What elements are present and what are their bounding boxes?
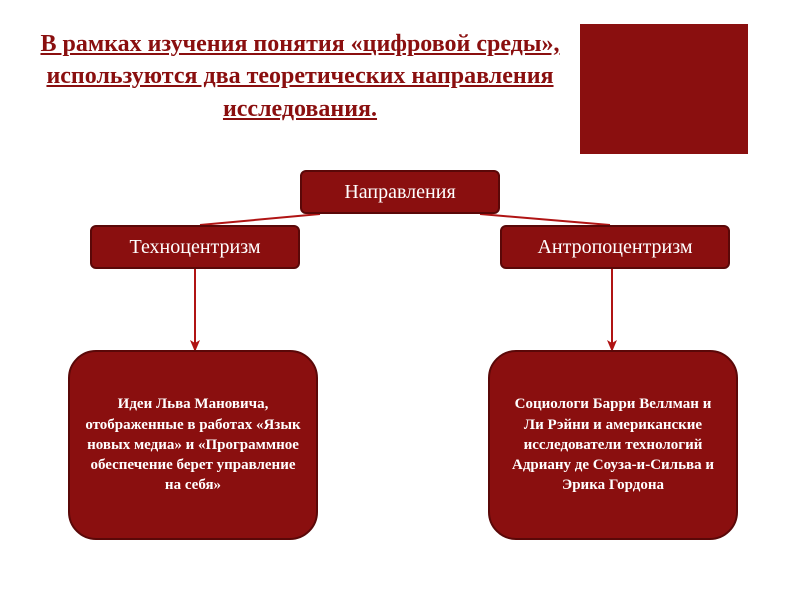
- node-anthropocentrism: Антропоцентризм: [500, 225, 730, 269]
- node-left-description: Идеи Льва Мановича, отображенные в работ…: [68, 350, 318, 540]
- decor-square: [580, 24, 748, 154]
- node-root-label: Направления: [344, 179, 455, 206]
- node-right-description: Социологи Барри Веллман и Ли Рэйни и аме…: [488, 350, 738, 540]
- edge: [200, 214, 320, 225]
- node-root: Направления: [300, 170, 500, 214]
- edge: [480, 214, 610, 225]
- page-title: В рамках изучения понятия «цифровой сред…: [30, 28, 570, 125]
- node-technocentrism-label: Техноцентризм: [129, 234, 260, 261]
- node-right-description-label: Социологи Барри Веллман и Ли Рэйни и аме…: [504, 394, 722, 495]
- node-left-description-label: Идеи Льва Мановича, отображенные в работ…: [84, 394, 302, 495]
- node-technocentrism: Техноцентризм: [90, 225, 300, 269]
- node-anthropocentrism-label: Антропоцентризм: [537, 234, 692, 261]
